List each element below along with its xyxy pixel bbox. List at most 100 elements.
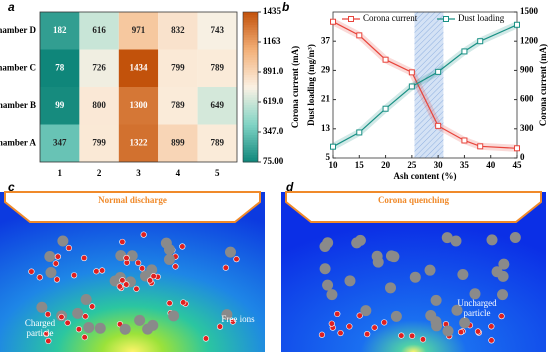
legend-label: Corona current <box>363 13 418 23</box>
colorbar-label: Corona current (mA) <box>290 46 300 128</box>
y-tick-label: 29 <box>321 64 331 74</box>
particle <box>168 310 180 322</box>
x-axis-label: Ash content (%) <box>394 171 457 181</box>
cell-label: 799 <box>171 62 185 72</box>
colorbar-tick-label: 347.0 <box>263 126 284 136</box>
particle <box>221 309 233 321</box>
colorbar-tick-label: 619.0 <box>263 96 284 106</box>
heat-cell <box>158 12 198 50</box>
particle <box>44 251 56 263</box>
diagram-label: Charged particle <box>25 318 56 338</box>
particle <box>344 275 356 287</box>
ion <box>488 337 495 344</box>
x-tick-label: 15 <box>355 160 365 170</box>
ion <box>123 281 130 288</box>
ion <box>93 268 100 275</box>
colorbar-step <box>243 29 258 33</box>
cell-label: 832 <box>171 25 185 35</box>
cell-label: 799 <box>92 137 106 147</box>
ion <box>89 303 96 310</box>
colorbar-step <box>243 17 258 20</box>
electrode <box>4 191 261 223</box>
point-marker <box>461 48 468 55</box>
cell-label: 899 <box>171 137 185 147</box>
heat-cell <box>197 87 237 125</box>
ion <box>371 324 378 331</box>
ion <box>229 318 237 325</box>
ion <box>98 267 106 274</box>
point-marker <box>435 68 442 75</box>
cell-label: 743 <box>211 25 225 35</box>
point-marker <box>356 129 363 136</box>
colorbar-step <box>243 37 258 40</box>
particle <box>163 244 175 256</box>
colorbar-step <box>243 14 258 18</box>
ion <box>498 313 505 320</box>
colorbar-step <box>243 132 258 135</box>
plot-frame <box>332 11 518 159</box>
ion <box>43 330 50 337</box>
colorbar-step <box>243 57 258 60</box>
colorbar-step <box>243 77 258 80</box>
colorbar-step <box>243 134 258 138</box>
x-tick-label: 45 <box>513 160 523 170</box>
y2-tick-label: 1500 <box>520 6 539 16</box>
ion <box>54 253 61 260</box>
particle <box>450 235 462 247</box>
particle <box>326 289 338 301</box>
ion <box>398 332 405 339</box>
colorbar-step <box>243 129 258 133</box>
heat-cell <box>40 124 80 162</box>
particle <box>457 268 469 280</box>
ion <box>381 319 388 326</box>
point-marker <box>382 56 389 63</box>
heat-cell <box>158 87 198 125</box>
ion <box>44 311 51 318</box>
panel-letter: c <box>8 180 15 194</box>
heat-cell <box>197 49 237 87</box>
colorbar-step <box>243 154 258 158</box>
point-marker <box>356 32 363 39</box>
cell-label: 182 <box>53 25 67 35</box>
point-marker <box>477 143 484 150</box>
y-tick-label: Chamber A <box>0 137 36 147</box>
particle <box>322 279 334 291</box>
x-tick-label: 1 <box>57 168 62 178</box>
ion <box>133 285 140 292</box>
particle <box>497 289 509 301</box>
x-tick-label: 20 <box>381 160 391 170</box>
ion <box>457 329 465 336</box>
colorbar-tick-label: 75.00 <box>263 156 284 166</box>
cell-label: 78 <box>55 62 65 72</box>
heat-cell <box>79 12 119 50</box>
ion <box>179 243 186 250</box>
plot-frame <box>39 11 238 163</box>
point-marker <box>514 21 520 28</box>
particle <box>442 325 454 337</box>
heat-cell <box>40 12 80 50</box>
legend-marker <box>443 16 449 22</box>
cell-label: 649 <box>211 100 225 110</box>
colorbar-step <box>243 137 258 140</box>
y2-axis-label: Corona current (mA) <box>538 44 548 126</box>
ion <box>81 254 88 262</box>
ion <box>202 335 210 342</box>
colorbar-step <box>243 94 258 98</box>
particle <box>451 304 463 316</box>
legend-marker <box>348 16 354 22</box>
ion <box>82 313 89 320</box>
colorbar-step <box>243 27 258 30</box>
ion <box>334 310 341 318</box>
x-tick-label: 40 <box>486 160 496 170</box>
particle <box>36 301 48 313</box>
heat-cell <box>118 124 159 162</box>
x-tick-label: 30 <box>434 160 444 170</box>
diagram-title: Corona quenching <box>378 195 450 205</box>
ion <box>180 299 187 306</box>
ion <box>233 256 240 263</box>
y2-tick-label: 1200 <box>520 35 539 45</box>
particle <box>119 323 131 335</box>
legend-label: Dust loading <box>458 13 505 23</box>
cell-label: 1322 <box>130 137 149 147</box>
